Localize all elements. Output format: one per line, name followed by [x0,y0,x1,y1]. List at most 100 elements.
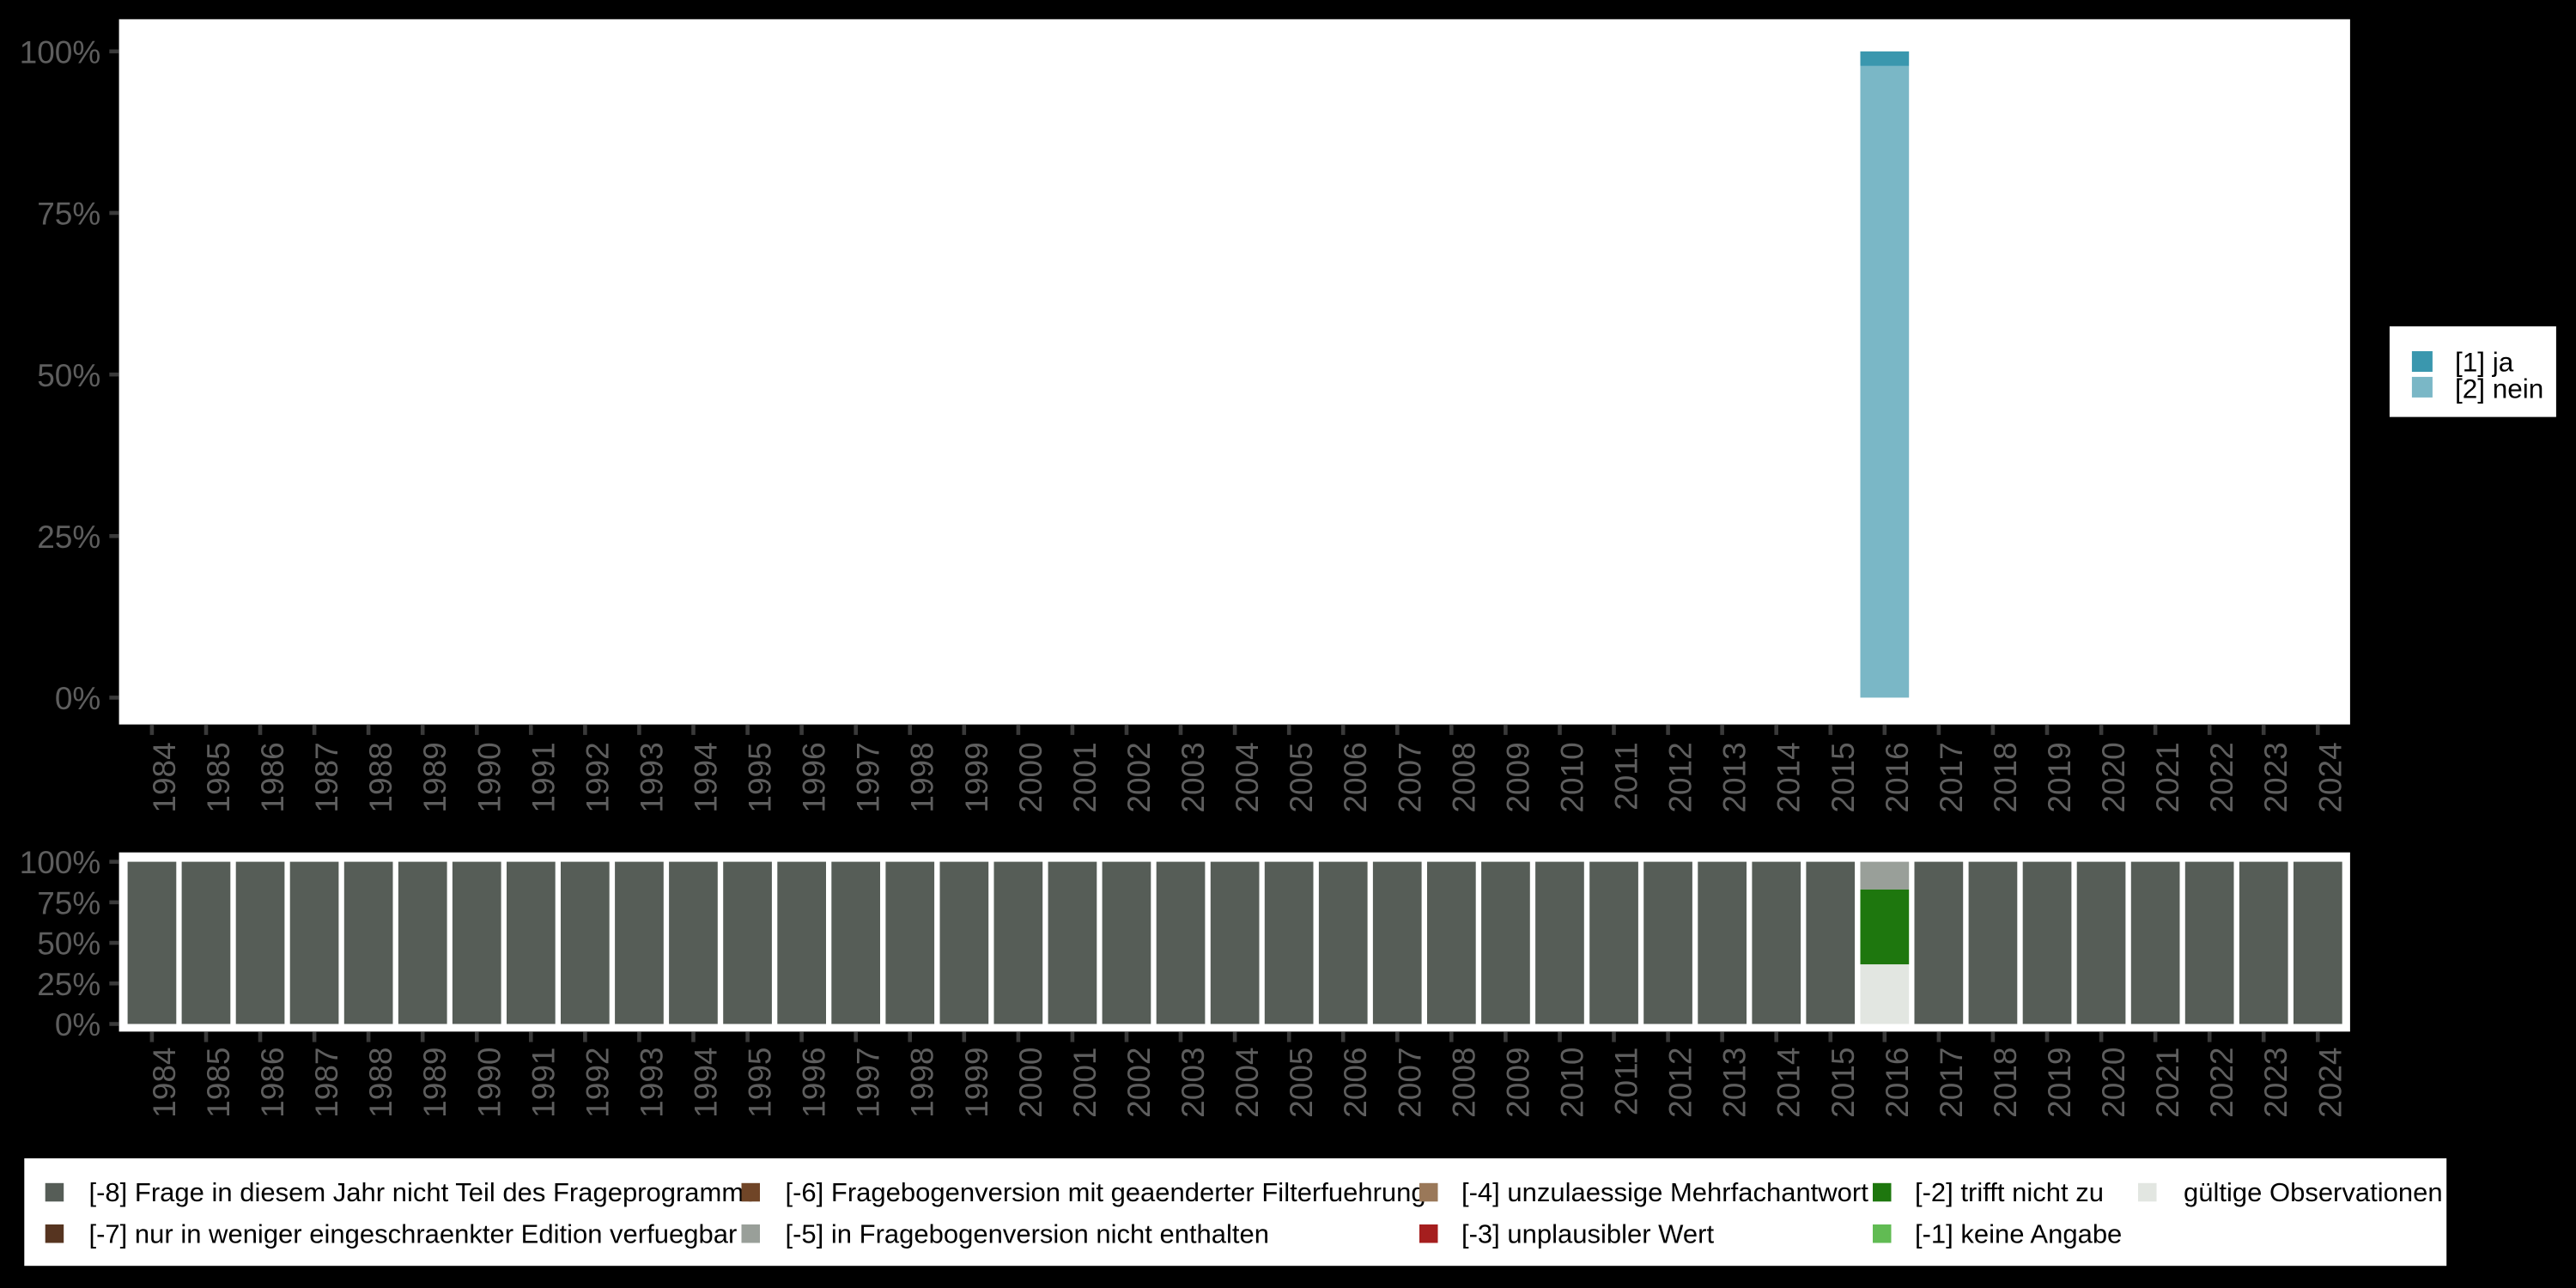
svg-text:2011: 2011 [1609,742,1644,811]
svg-text:75%: 75% [37,197,100,232]
svg-text:2013: 2013 [1717,742,1753,812]
svg-text:1991: 1991 [526,742,561,812]
svg-text:[-5] in Fragebogenversion nich: [-5] in Fragebogenversion nicht enthalte… [786,1218,1270,1249]
svg-text:2005: 2005 [1284,742,1319,812]
svg-text:1990: 1990 [471,742,507,812]
svg-text:75%: 75% [37,885,100,920]
svg-text:2016: 2016 [1880,1048,1915,1118]
svg-text:2013: 2013 [1717,1048,1753,1118]
svg-text:2002: 2002 [1121,742,1157,812]
svg-text:0%: 0% [55,681,100,716]
svg-text:2004: 2004 [1230,742,1265,812]
svg-text:2019: 2019 [2042,742,2077,812]
svg-text:2018: 2018 [1988,742,2023,812]
svg-text:2006: 2006 [1338,742,1373,812]
svg-text:2006: 2006 [1338,1048,1373,1118]
svg-text:0%: 0% [55,1007,100,1042]
svg-text:2005: 2005 [1284,1048,1319,1118]
svg-text:50%: 50% [37,358,100,393]
svg-text:[-1] keine Angabe: [-1] keine Angabe [1915,1218,2122,1249]
svg-text:2017: 2017 [1934,1048,1969,1118]
svg-text:2024: 2024 [2312,1048,2348,1118]
svg-text:1997: 1997 [851,742,886,812]
svg-text:2020: 2020 [2096,1048,2131,1118]
svg-text:2023: 2023 [2258,742,2293,812]
svg-text:2012: 2012 [1663,742,1698,812]
svg-text:1995: 1995 [743,1048,778,1118]
svg-text:1986: 1986 [255,742,290,812]
svg-text:2019: 2019 [2042,1048,2077,1118]
svg-text:100%: 100% [20,845,101,880]
svg-text:2022: 2022 [2204,1048,2239,1118]
svg-text:2003: 2003 [1176,1048,1211,1118]
svg-text:2024: 2024 [2312,742,2348,812]
svg-text:1994: 1994 [689,1048,724,1118]
svg-text:2007: 2007 [1392,742,1427,812]
svg-text:2023: 2023 [2258,1048,2293,1118]
svg-text:1992: 1992 [580,742,615,812]
svg-text:2008: 2008 [1446,742,1481,812]
svg-text:gültige Observationen: gültige Observationen [2184,1177,2443,1207]
svg-text:2020: 2020 [2096,742,2131,812]
svg-text:2009: 2009 [1500,742,1535,812]
svg-text:25%: 25% [37,967,100,1002]
svg-text:2015: 2015 [1826,742,1861,812]
svg-text:1998: 1998 [905,1048,940,1118]
svg-text:1985: 1985 [201,742,236,812]
svg-text:2007: 2007 [1392,1048,1427,1118]
svg-text:2003: 2003 [1176,742,1211,812]
svg-text:2008: 2008 [1446,1048,1481,1118]
svg-text:1987: 1987 [309,742,344,812]
svg-text:1997: 1997 [851,1048,886,1118]
svg-text:2000: 2000 [1013,742,1048,812]
svg-text:1991: 1991 [526,1048,561,1118]
svg-text:1995: 1995 [743,742,778,812]
svg-text:2001: 2001 [1067,1048,1103,1118]
svg-text:1994: 1994 [689,742,724,812]
svg-text:2014: 2014 [1771,742,1807,812]
svg-text:2022: 2022 [2204,742,2239,812]
svg-text:2001: 2001 [1067,742,1103,812]
svg-text:1999: 1999 [959,1048,994,1118]
svg-text:[-3] unplausibler Wert: [-3] unplausibler Wert [1461,1218,1714,1249]
svg-text:2014: 2014 [1771,1048,1807,1118]
svg-text:2009: 2009 [1500,1048,1535,1118]
svg-text:[-8] Frage in diesem Jahr nich: [-8] Frage in diesem Jahr nicht Teil des… [89,1177,757,1207]
svg-text:50%: 50% [37,927,100,962]
svg-text:1996: 1996 [797,1048,832,1118]
svg-text:[1] ja: [1] ja [2455,347,2514,378]
svg-text:1993: 1993 [634,742,669,812]
svg-text:2000: 2000 [1013,1048,1048,1118]
svg-text:1986: 1986 [255,1048,290,1118]
svg-text:2011: 2011 [1609,1048,1644,1116]
svg-text:[-7] nur in weniger eingeschra: [-7] nur in weniger eingeschraenkter Edi… [89,1218,738,1249]
svg-text:2010: 2010 [1555,1048,1590,1118]
svg-text:1990: 1990 [471,1048,507,1118]
svg-text:1993: 1993 [634,1048,669,1118]
svg-text:1984: 1984 [147,1048,182,1118]
svg-text:1987: 1987 [309,1048,344,1118]
svg-text:25%: 25% [37,519,100,555]
svg-text:100%: 100% [20,35,101,70]
svg-text:1999: 1999 [959,742,994,812]
svg-text:2018: 2018 [1988,1048,2023,1118]
svg-text:2002: 2002 [1121,1048,1157,1118]
svg-text:[-4] unzulaessige Mehrfachantw: [-4] unzulaessige Mehrfachantwort [1461,1177,1868,1207]
svg-text:1989: 1989 [417,1048,453,1118]
svg-text:1988: 1988 [363,742,398,812]
svg-text:[2] nein: [2] nein [2455,374,2543,404]
svg-text:2010: 2010 [1555,742,1590,812]
svg-text:1984: 1984 [147,742,182,812]
svg-text:1998: 1998 [905,742,940,812]
svg-text:2012: 2012 [1663,1048,1698,1118]
svg-text:2017: 2017 [1934,742,1969,812]
svg-text:2015: 2015 [1826,1048,1861,1118]
svg-text:2016: 2016 [1880,742,1915,812]
svg-text:[-6] Fragebogenversion mit gea: [-6] Fragebogenversion mit geaenderter F… [786,1177,1426,1207]
svg-text:2021: 2021 [2150,1048,2185,1118]
svg-text:1992: 1992 [580,1048,615,1118]
svg-text:1985: 1985 [201,1048,236,1118]
svg-text:2004: 2004 [1230,1048,1265,1118]
svg-text:1989: 1989 [417,742,453,812]
svg-text:1996: 1996 [797,742,832,812]
